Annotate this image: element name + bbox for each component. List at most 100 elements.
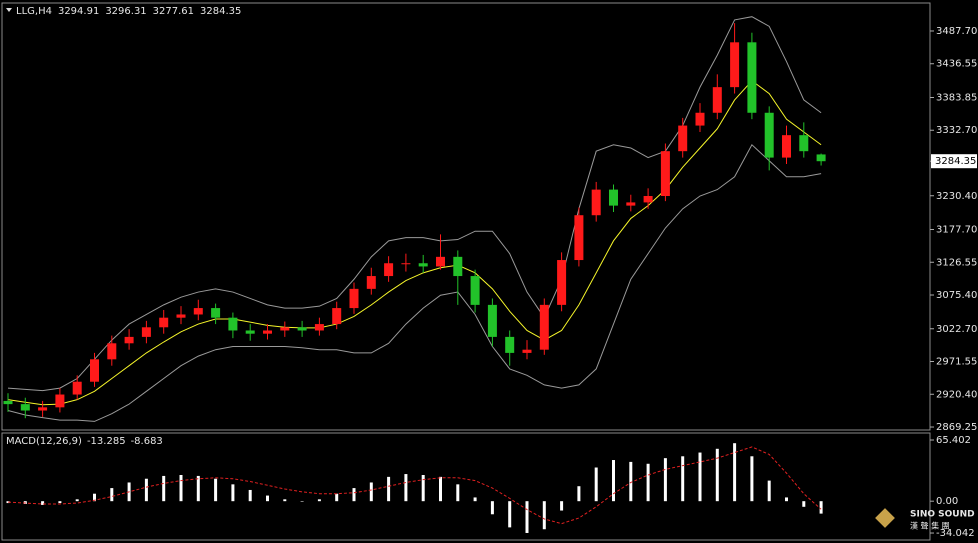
- symbol: LLG,H4: [16, 6, 52, 17]
- histogram-bar: [508, 501, 512, 528]
- y-tick-label: 65.402: [936, 435, 971, 446]
- candle-body: [193, 308, 203, 315]
- histogram-bar: [214, 478, 218, 502]
- y-tick-label: 2971.55: [936, 357, 977, 368]
- histogram-bar: [577, 486, 581, 502]
- y-tick-label: 3436.55: [936, 59, 977, 70]
- histogram-bar: [819, 501, 823, 514]
- candle-body: [90, 359, 99, 382]
- macd-value: -8.683: [131, 436, 163, 447]
- macd-panel: [1, 432, 931, 541]
- candle-body: [470, 276, 480, 305]
- candle-body: [574, 215, 584, 261]
- histogram-bar: [439, 476, 442, 502]
- y-tick-label: 3075.40: [936, 290, 977, 301]
- histogram-bar: [646, 463, 650, 502]
- histogram-bar: [162, 475, 166, 502]
- chart-header: LLG,H4 3294.91 3296.31 3277.61 3284.35: [16, 6, 241, 17]
- histogram-bar: [283, 499, 287, 502]
- candle-body: [228, 317, 238, 331]
- histogram-bar: [663, 458, 667, 502]
- candle-body: [660, 151, 670, 197]
- brand-sub: 漢 聲 集 團: [910, 521, 950, 531]
- histogram-bar: [612, 460, 615, 502]
- histogram-bar: [750, 456, 754, 502]
- candle-body: [107, 343, 117, 360]
- candle-body: [522, 349, 532, 353]
- indicator-line: [7, 80, 822, 406]
- histogram-bar: [681, 456, 685, 502]
- candle-body: [314, 324, 324, 331]
- candle-body: [20, 404, 30, 411]
- histogram-bar: [248, 489, 252, 502]
- candle-body: [332, 308, 342, 325]
- y-tick-label: 3383.85: [936, 92, 977, 103]
- candle-body: [799, 135, 809, 152]
- candle-body: [124, 336, 134, 344]
- histogram-bar: [231, 484, 235, 502]
- histogram-bar: [560, 501, 564, 511]
- candle-body: [176, 314, 186, 318]
- indicator-line: [7, 143, 822, 422]
- histogram-bar: [300, 501, 304, 502]
- candle-body: [678, 125, 688, 152]
- histogram-bar: [785, 497, 788, 502]
- indicator-name: MACD(12,26,9): [6, 436, 82, 447]
- candle-body: [643, 196, 653, 203]
- candle-body: [349, 288, 359, 309]
- ohlc-value: 3277.61: [153, 6, 194, 17]
- histogram-bar: [335, 493, 339, 502]
- candle-body: [816, 154, 826, 162]
- candle-body: [712, 87, 722, 113]
- y-tick-label: 3177.70: [936, 224, 977, 235]
- y-tick-label: 2869.25: [936, 422, 977, 433]
- y-tick-label: -34.042: [936, 528, 975, 539]
- y-tick-label: 0.00: [936, 496, 958, 507]
- candle-body: [436, 256, 445, 267]
- candle-body: [401, 263, 411, 265]
- histogram-bar: [404, 474, 408, 502]
- histogram-bar: [75, 499, 79, 502]
- histogram-bar: [542, 501, 546, 530]
- histogram-bar: [387, 476, 391, 502]
- candle-body: [55, 394, 65, 408]
- candle-body: [384, 263, 394, 277]
- candle-body: [3, 400, 13, 405]
- y-tick-label: 3487.70: [936, 26, 977, 37]
- candle-body: [245, 330, 255, 334]
- candle-body: [591, 189, 601, 216]
- histogram-bar: [110, 488, 114, 502]
- histogram-bar: [58, 501, 62, 504]
- brand: SINO SOUND: [910, 510, 975, 520]
- histogram-bar: [767, 480, 771, 502]
- ohlc-value: 3284.35: [200, 6, 241, 17]
- histogram-bar: [266, 495, 269, 502]
- histogram-bar: [41, 501, 45, 505]
- candle-body: [141, 327, 151, 337]
- candle-body: [297, 327, 307, 331]
- price-panel: [1, 2, 931, 431]
- candle-body: [72, 381, 82, 395]
- last-price-box: [931, 154, 977, 169]
- ohlc-value: 3296.31: [105, 6, 146, 17]
- histogram-bar: [490, 501, 494, 515]
- candle-body: [211, 308, 221, 318]
- histogram-bar: [144, 478, 148, 502]
- candle-body: [418, 263, 428, 267]
- y-tick-label: 3126.55: [936, 257, 977, 268]
- y-tick-label: 3230.40: [936, 191, 977, 202]
- y-tick-label: 2920.40: [936, 389, 977, 400]
- candle-body: [557, 260, 567, 305]
- indicator-line: [7, 16, 822, 392]
- y-tick-label: 3022.70: [936, 324, 977, 335]
- histogram-bar: [715, 448, 719, 502]
- histogram-bar: [196, 475, 200, 502]
- histogram-bar: [421, 474, 425, 502]
- signal-line: [7, 446, 822, 525]
- y-tick-label: 3332.70: [936, 125, 977, 136]
- histogram-bar: [525, 501, 529, 533]
- candle-body: [782, 135, 791, 158]
